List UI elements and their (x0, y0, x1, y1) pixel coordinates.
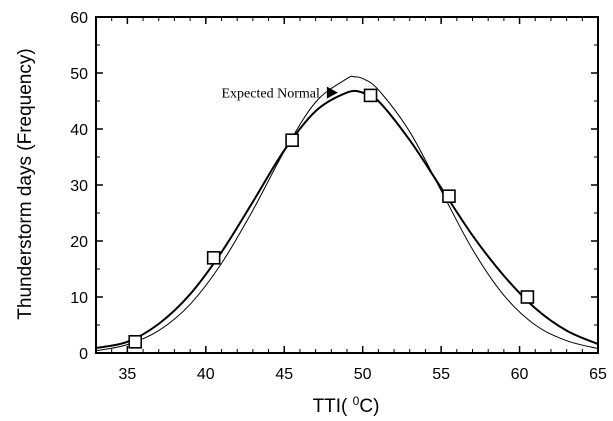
annotations: Expected Normal (222, 86, 338, 102)
series-markers (128, 88, 535, 349)
x-axis-title: TTI( 0C) (313, 394, 380, 417)
expected-normal-line (96, 75, 598, 352)
x-tick-label: 60 (511, 366, 529, 383)
x-axis-title-sup: 0 (353, 394, 360, 408)
y-axis-title: Thunderstorm days (Frequency) (15, 48, 36, 319)
y-tick-label: 20 (70, 234, 88, 251)
data-point-square (285, 133, 299, 147)
x-axis-title-prefix: TTI( (313, 396, 353, 417)
series-lines (96, 75, 598, 352)
x-tick-label: 50 (354, 366, 372, 383)
y-tick-label: 30 (70, 178, 88, 195)
observed-fit-line (96, 89, 598, 349)
data-point-square (442, 189, 456, 203)
x-tick-label: 65 (589, 366, 607, 383)
x-tick-label: 40 (197, 366, 215, 383)
x-tick-label: 55 (432, 366, 450, 383)
annotation-expected-normal: Expected Normal (222, 87, 320, 102)
y-tick-label: 50 (70, 66, 88, 83)
annotation-arrowhead (326, 86, 338, 99)
x-tick-label: 35 (118, 366, 136, 383)
y-tick-label: 0 (79, 346, 88, 363)
data-point-square (363, 88, 378, 103)
axis-ticks (95, 17, 598, 353)
data-point-square (520, 290, 535, 304)
x-axis-title-suffix: C) (359, 396, 379, 417)
y-tick-label: 60 (70, 10, 88, 27)
x-tick-label: 45 (275, 366, 293, 383)
tick-labels: 35 40 45 50 55 60 65 0 10 20 30 40 50 60 (70, 10, 607, 383)
y-tick-label: 10 (70, 290, 88, 307)
data-point-square (128, 334, 143, 349)
y-tick-label: 40 (70, 122, 88, 139)
data-point-square (206, 251, 221, 265)
